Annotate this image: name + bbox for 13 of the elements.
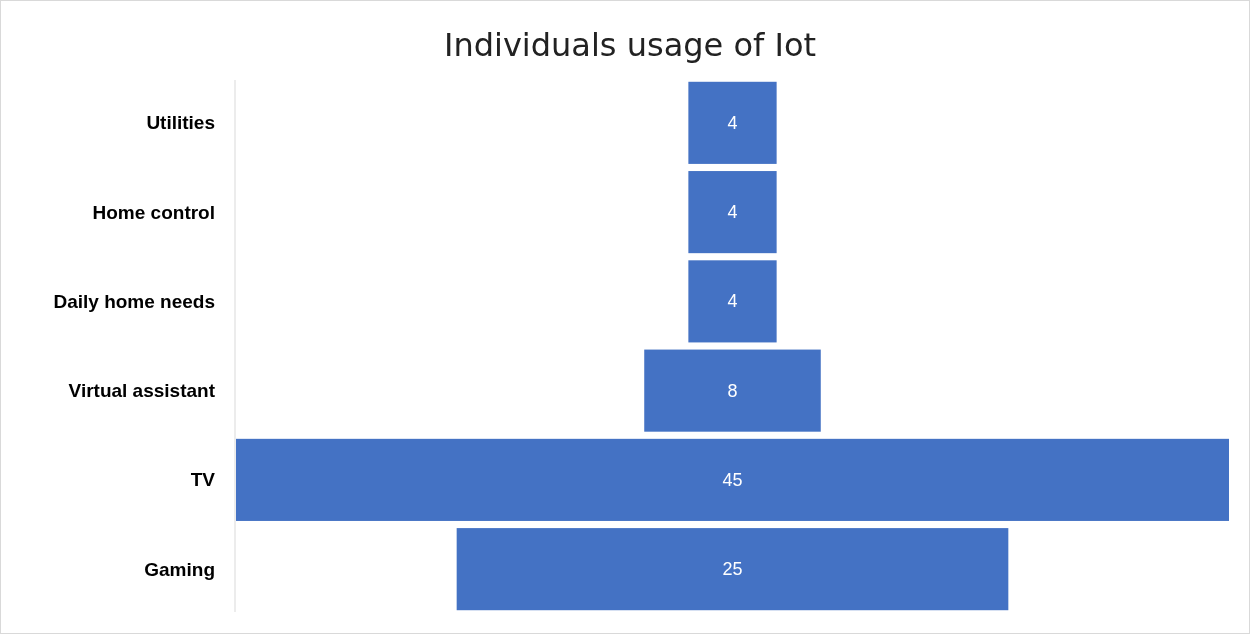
data-label: 4 bbox=[727, 112, 738, 133]
data-label: 25 bbox=[722, 559, 743, 580]
data-label: 45 bbox=[722, 469, 743, 490]
data-label: 8 bbox=[727, 380, 738, 401]
data-label: 4 bbox=[727, 291, 738, 312]
category-label: Virtual assistant bbox=[68, 380, 216, 402]
category-label: Utilities bbox=[146, 112, 215, 134]
category-label: Home control bbox=[92, 201, 215, 223]
text: Individuals usage of Iot bbox=[444, 26, 816, 64]
category-label: Gaming bbox=[144, 558, 215, 580]
category-label: TV bbox=[190, 469, 216, 491]
data-label: 4 bbox=[727, 202, 738, 223]
category-label: Daily home needs bbox=[53, 290, 215, 312]
